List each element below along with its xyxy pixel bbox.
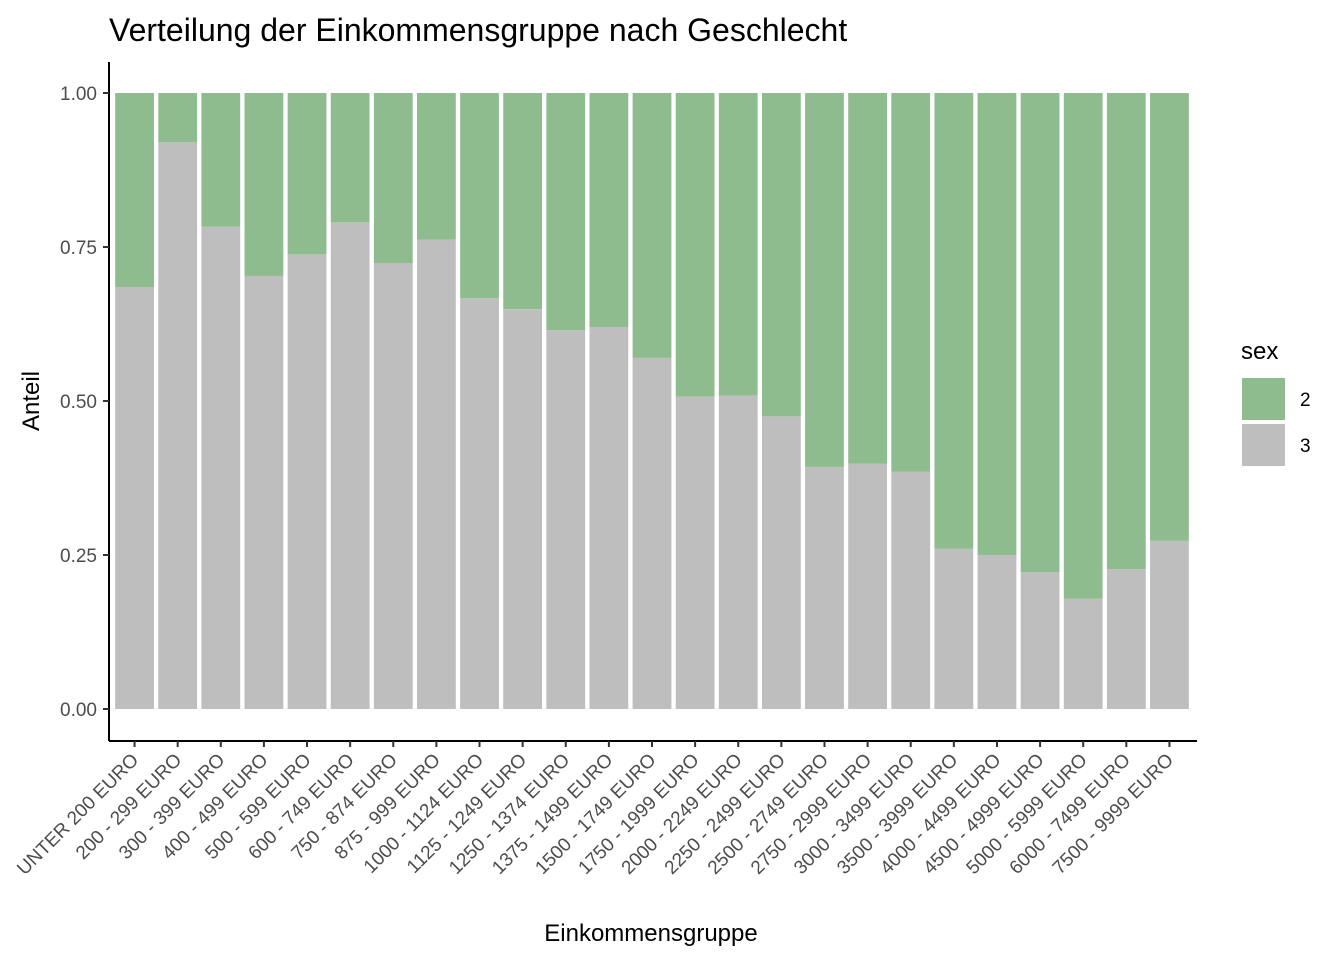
bar-sex-2-11 [589,93,629,328]
bar-sex-2-16 [805,93,844,467]
y-tick-label: 1.00 [60,84,97,105]
bar-sex-3-14 [718,395,758,709]
y-tick-label: 0.25 [60,546,97,567]
legend-key-2 [1242,378,1285,420]
legend-label-2: 2 [1300,390,1311,411]
bar-sex-2-19 [934,93,974,549]
bar-sex-3-15 [761,416,801,709]
bar-sex-2-18 [891,93,931,472]
bar-sex-2-9 [503,93,543,310]
y-tick-label: 0.75 [60,238,97,259]
bar-sex-3-8 [460,298,499,709]
bar-sex-2-7 [416,93,456,240]
bar-sex-3-2 [201,226,241,709]
legend-label-3: 3 [1300,436,1311,457]
y-tick-label: 0.50 [60,392,97,413]
x-axis-title: Einkommensgruppe [544,920,757,947]
bar-sex-3-7 [416,239,456,709]
bar-sex-2-6 [373,93,413,264]
bar-sex-3-3 [244,275,284,709]
bar-sex-3-21 [1020,572,1060,709]
bar-sex-2-2 [201,93,241,227]
bar-sex-2-1 [158,93,198,143]
bar-sex-2-21 [1020,93,1060,573]
bar-sex-2-4 [287,93,327,255]
bar-sex-3-6 [373,263,413,709]
y-axis: 0.00 0.25 0.50 0.75 1.00 [60,62,110,741]
bar-sex-2-14 [718,93,758,396]
bar-sex-3-10 [546,330,586,709]
bar-sex-3-0 [115,287,154,709]
legend: sex 2 3 [1241,338,1311,466]
bar-sex-3-24 [1150,540,1189,709]
bar-sex-2-13 [675,93,715,397]
bars-group [115,93,1189,710]
bar-sex-3-20 [977,555,1017,709]
bar-sex-3-12 [632,357,672,709]
bar-sex-2-20 [977,93,1017,555]
bar-sex-2-12 [632,93,672,358]
bar-sex-3-1 [158,142,198,709]
bar-sex-2-5 [330,93,370,223]
bar-sex-3-22 [1063,598,1103,709]
bar-sex-3-13 [675,396,715,709]
bar-sex-3-5 [330,222,370,710]
legend-title: sex [1241,338,1278,365]
bar-sex-2-22 [1063,93,1103,599]
chart-title: Verteilung der Einkommensgruppe nach Ges… [109,12,847,48]
bar-sex-2-10 [546,93,586,331]
bar-sex-3-18 [891,471,931,709]
bar-sex-2-15 [761,93,801,417]
y-axis-title: Anteil [18,371,45,431]
bar-sex-2-8 [460,93,499,299]
bar-sex-2-23 [1106,93,1146,570]
bar-sex-2-3 [244,93,284,276]
bar-sex-3-9 [503,309,543,709]
bar-sex-3-4 [287,254,327,709]
legend-key-3 [1242,424,1285,466]
bar-sex-3-11 [589,327,629,709]
bar-sex-2-0 [115,93,154,288]
y-tick-label: 0.00 [60,700,97,721]
bar-sex-3-23 [1106,569,1146,709]
bar-sex-2-24 [1150,93,1189,541]
bar-sex-3-16 [805,466,844,709]
bar-sex-3-19 [934,548,974,709]
bar-sex-2-17 [848,93,888,464]
bar-sex-3-17 [848,463,888,709]
